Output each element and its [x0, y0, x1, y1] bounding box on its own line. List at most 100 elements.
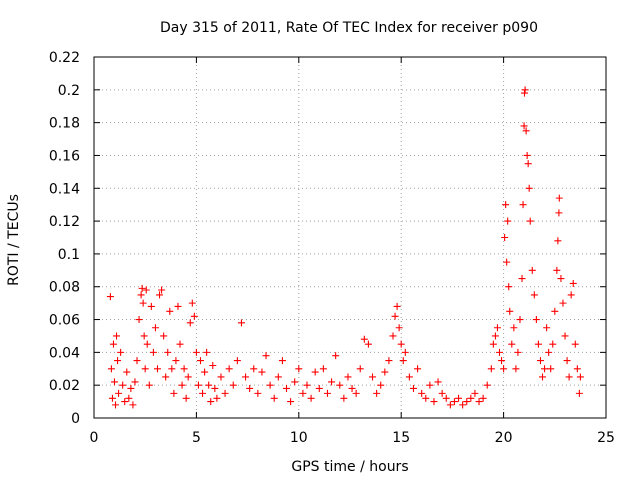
data-point	[502, 201, 510, 209]
data-point	[176, 340, 184, 348]
data-point	[512, 365, 520, 373]
data-point	[205, 381, 213, 389]
data-point	[162, 373, 170, 381]
data-point	[534, 340, 542, 348]
data-point	[409, 384, 417, 392]
x-tick-label: 10	[290, 430, 308, 446]
data-point	[307, 394, 315, 402]
data-point	[575, 389, 583, 397]
data-point	[385, 357, 393, 365]
data-point	[352, 389, 360, 397]
data-point	[545, 348, 553, 356]
y-tick-labels: 0 0.02 0.04 0.06 0.08 0.1 0.12 0.14 0.16 0.18 0.2 0…	[49, 50, 80, 427]
data-point	[508, 340, 516, 348]
data-point	[211, 384, 219, 392]
data-point	[168, 365, 176, 373]
data-point	[471, 389, 479, 397]
data-point	[539, 373, 547, 381]
data-point	[323, 389, 331, 397]
data-point	[526, 217, 534, 225]
data-point	[463, 398, 471, 406]
data-point	[107, 365, 115, 373]
data-point	[217, 373, 225, 381]
x-tick-labels: 0 5 10 15 20 25	[90, 430, 615, 446]
data-point	[274, 373, 282, 381]
data-point	[114, 357, 122, 365]
data-point	[170, 389, 178, 397]
data-point	[138, 284, 146, 292]
data-point	[258, 368, 266, 376]
data-point	[364, 340, 372, 348]
data-point	[520, 122, 528, 130]
data-point	[389, 332, 397, 340]
data-point	[521, 86, 529, 94]
data-point	[299, 389, 307, 397]
data-point	[493, 324, 501, 332]
data-point	[430, 398, 438, 406]
data-point	[141, 365, 149, 373]
x-tick-label: 20	[495, 430, 513, 446]
data-point	[160, 332, 168, 340]
data-point	[547, 365, 555, 373]
data-point	[123, 368, 131, 376]
data-point	[315, 384, 323, 392]
data-point	[121, 398, 129, 406]
data-point	[369, 373, 377, 381]
data-point	[203, 348, 211, 356]
data-point	[520, 89, 528, 97]
y-tick-label: 0.08	[49, 280, 80, 296]
data-point	[142, 286, 150, 294]
data-point	[287, 398, 295, 406]
data-point	[266, 381, 274, 389]
x-tick-label: 0	[90, 430, 99, 446]
data-point	[110, 378, 118, 386]
data-point	[139, 299, 147, 307]
data-point	[186, 319, 194, 327]
data-point	[573, 365, 581, 373]
data-point	[569, 279, 577, 287]
data-point	[278, 357, 286, 365]
data-point	[199, 389, 207, 397]
data-point	[554, 237, 562, 245]
data-point	[475, 398, 483, 406]
data-point	[311, 368, 319, 376]
data-point	[188, 299, 196, 307]
data-point	[356, 365, 364, 373]
data-point	[381, 368, 389, 376]
y-tick-label: 0.04	[49, 345, 80, 361]
data-point	[192, 348, 200, 356]
y-tick-label: 0.16	[49, 148, 80, 164]
data-point	[391, 312, 399, 320]
data-point	[225, 365, 233, 373]
data-point	[399, 357, 407, 365]
data-point	[112, 401, 120, 409]
data-point	[522, 127, 530, 135]
data-point	[479, 394, 487, 402]
data-point	[135, 316, 143, 324]
y-tick-label: 0.06	[49, 313, 80, 329]
data-point	[178, 381, 186, 389]
y-axis-label: ROTI / TECUs	[6, 194, 22, 286]
data-point	[201, 368, 209, 376]
y-tick-label: 0.22	[49, 50, 80, 66]
data-point	[373, 389, 381, 397]
data-point	[109, 340, 117, 348]
data-point	[559, 299, 567, 307]
data-point	[401, 348, 409, 356]
data-point	[532, 316, 540, 324]
data-point	[483, 381, 491, 389]
data-point	[262, 352, 270, 360]
data-point	[519, 201, 527, 209]
data-point	[426, 381, 434, 389]
data-point	[340, 394, 348, 402]
data-point	[156, 291, 164, 299]
data-point	[164, 348, 172, 356]
data-point	[291, 378, 299, 386]
data-point	[414, 365, 422, 373]
data-point	[504, 217, 512, 225]
data-point	[514, 348, 522, 356]
data-point	[518, 275, 526, 283]
data-point	[151, 324, 159, 332]
data-point	[295, 365, 303, 373]
data-point	[397, 340, 405, 348]
